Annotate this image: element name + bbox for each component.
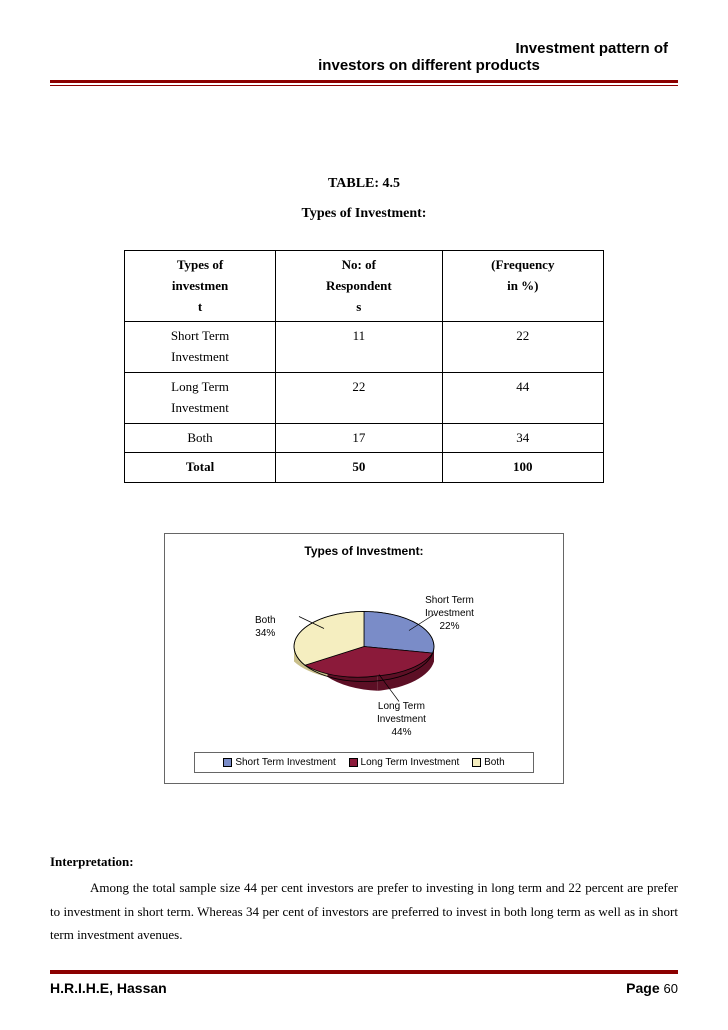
col-header-respondents: No: of Respondent s [276, 251, 443, 322]
header-line-1: Investment pattern of [50, 40, 668, 57]
interpretation-body: Among the total sample size 44 per cent … [50, 876, 678, 946]
table-number: TABLE: 4.5 [50, 176, 678, 192]
table-heading: TABLE: 4.5 Types of Investment: [50, 176, 678, 222]
pie-slice-short [364, 612, 434, 654]
table-row: Long Term Investment 22 44 [125, 372, 604, 423]
cell-type: Short Term Investment [125, 322, 276, 373]
cell-frequency: 44 [442, 372, 603, 423]
cell-total-label: Total [125, 453, 276, 483]
legend-swatch-icon [349, 758, 358, 767]
table-row: Both 17 34 [125, 423, 604, 453]
legend-swatch-icon [223, 758, 232, 767]
legend-swatch-icon [472, 758, 481, 767]
header-rule-thick [50, 80, 678, 83]
pie-label-short: Short Term Investment 22% [425, 594, 474, 633]
investment-table: Types of investmen t No: of Respondent s… [124, 250, 604, 483]
footer-right: Page 60 [626, 980, 678, 996]
table-total-row: Total 50 100 [125, 453, 604, 483]
chart-container: Types of Investment: [164, 533, 564, 784]
cell-type: Long Term Investment [125, 372, 276, 423]
page-container: Investment pattern of investors on diffe… [0, 0, 728, 946]
pie-label-long: Long Term Investment 44% [377, 700, 426, 739]
cell-type: Both [125, 423, 276, 453]
table-row: Short Term Investment 11 22 [125, 322, 604, 373]
header: Investment pattern of investors on diffe… [50, 40, 678, 74]
legend-item: Long Term Investment [349, 757, 463, 768]
table-caption: Types of Investment: [50, 206, 678, 222]
cell-frequency: 34 [442, 423, 603, 453]
pie-chart-area: Short Term Investment 22% Both 34% Long … [177, 566, 551, 746]
chart-title: Types of Investment: [177, 544, 551, 558]
interpretation-section: Interpretation: Among the total sample s… [50, 854, 678, 946]
chart-legend: Short Term Investment Long Term Investme… [194, 752, 534, 773]
cell-respondents: 22 [276, 372, 443, 423]
legend-item: Both [472, 757, 505, 768]
interpretation-heading: Interpretation: [50, 854, 678, 870]
cell-respondents: 11 [276, 322, 443, 373]
footer-left: H.R.I.H.E, Hassan [50, 980, 167, 996]
cell-total-frequency: 100 [442, 453, 603, 483]
header-line-2: investors on different products [50, 57, 668, 74]
cell-respondents: 17 [276, 423, 443, 453]
pie-label-both: Both 34% [255, 614, 276, 640]
legend-item: Short Term Investment [223, 757, 338, 768]
footer-rule-thick [50, 971, 678, 974]
col-header-frequency: (Frequency in %) [442, 251, 603, 322]
footer: H.R.I.H.E, Hassan Page 60 [50, 968, 678, 996]
table-header-row: Types of investmen t No: of Respondent s… [125, 251, 604, 322]
header-rule-thin [50, 85, 678, 86]
col-header-type: Types of investmen t [125, 251, 276, 322]
cell-total-respondents: 50 [276, 453, 443, 483]
cell-frequency: 22 [442, 322, 603, 373]
